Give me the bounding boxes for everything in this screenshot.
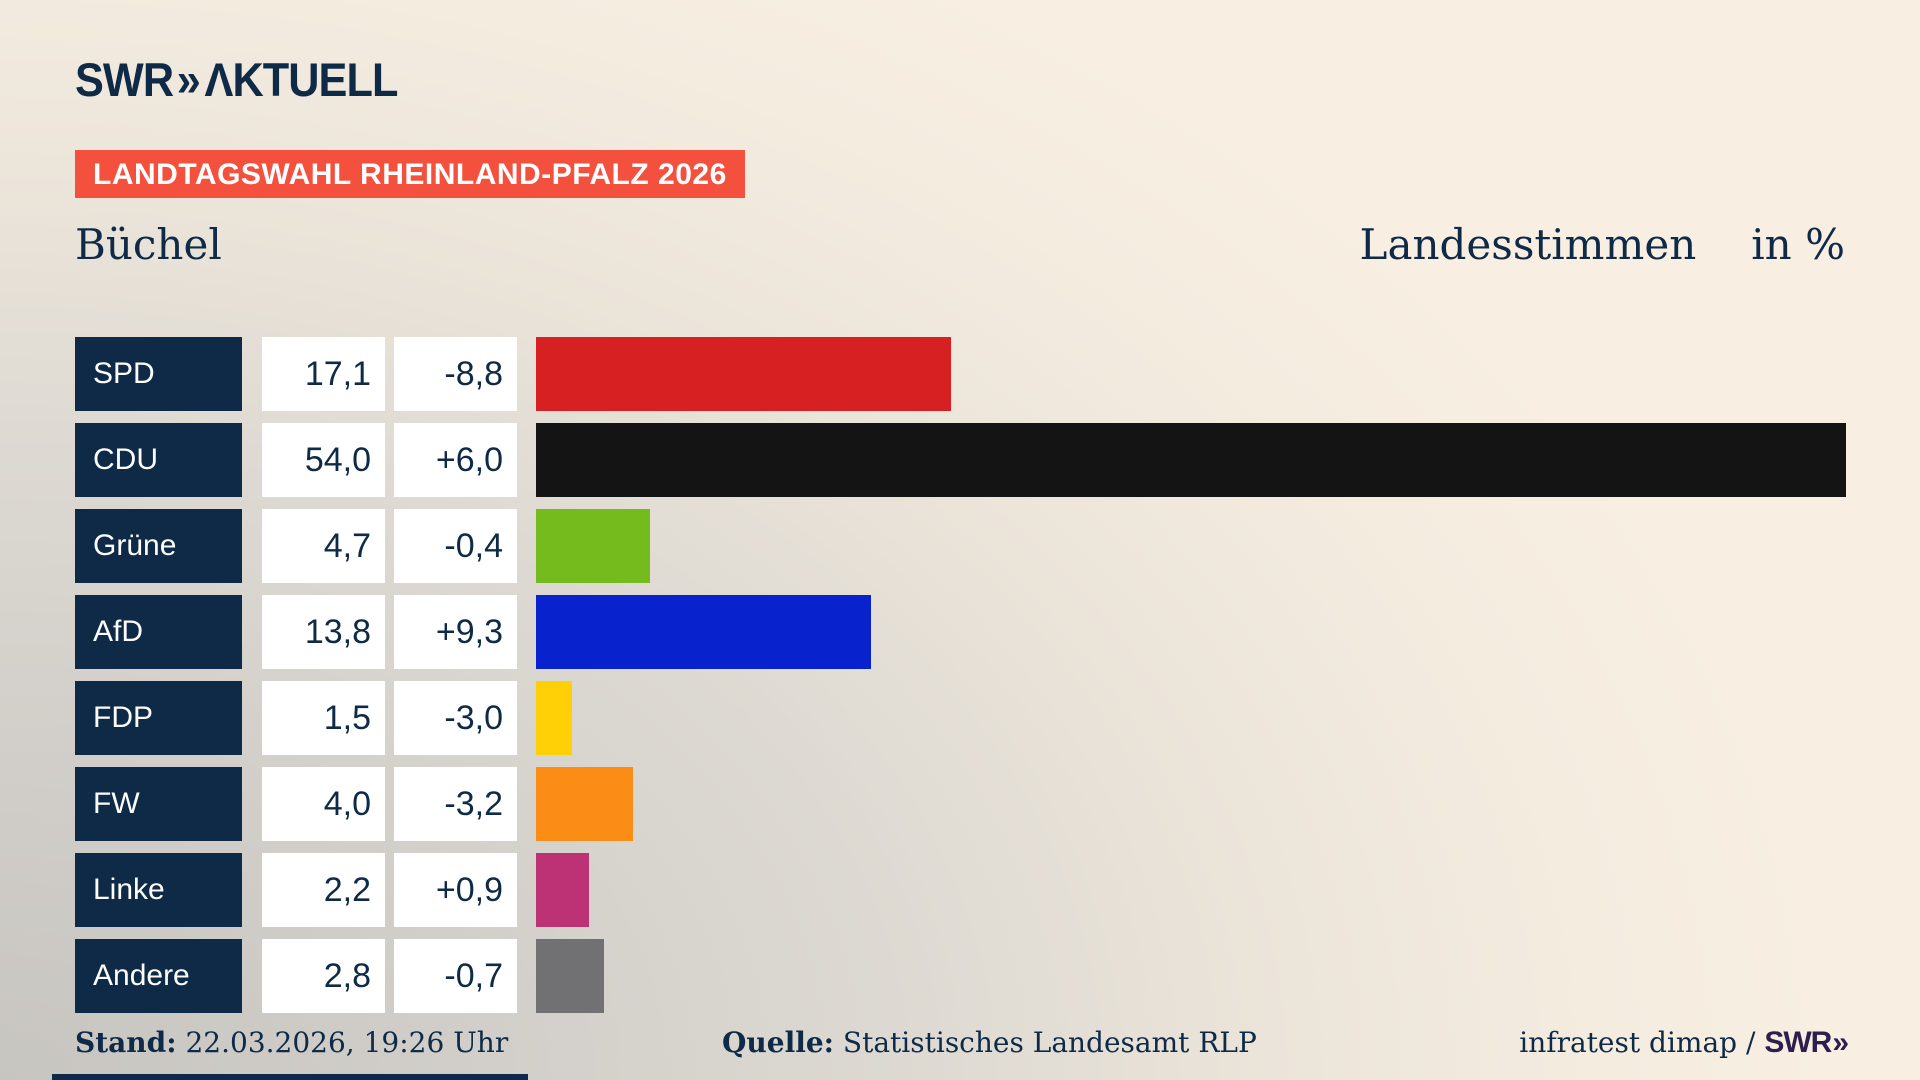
party-percentage: 54,0	[262, 423, 385, 497]
party-percentage: 13,8	[262, 595, 385, 669]
results-table: SPD 17,1 -8,8 CDU 54,0 +6,0 Grüne 4,7 -0…	[75, 337, 1846, 1025]
party-percentage: 17,1	[262, 337, 385, 411]
party-label: Grüne	[75, 509, 242, 583]
unit-label: in %	[1751, 220, 1845, 269]
swr-footer-logo: SWR»	[1764, 1026, 1849, 1059]
swr-footer-logo-chevrons-icon: »	[1832, 1026, 1849, 1059]
party-bar	[536, 939, 604, 1013]
party-bar	[536, 853, 590, 927]
party-row: Grüne 4,7 -0,4	[75, 509, 1846, 583]
bottom-cutoff-bar	[52, 1074, 528, 1080]
party-change: +6,0	[394, 423, 517, 497]
vote-type-label: Landesstimmen	[1359, 220, 1697, 269]
election-banner: LANDTAGSWAHL RHEINLAND-PFALZ 2026	[75, 150, 745, 198]
source-label: Quelle:	[722, 1026, 834, 1059]
party-bar	[536, 509, 650, 583]
municipality-title: Büchel	[75, 220, 222, 269]
swr-logo-text: SWR	[75, 53, 174, 106]
party-label: FDP	[75, 681, 242, 755]
credit: infratest dimap / SWR»	[1519, 1026, 1849, 1060]
source-value: Statistisches Landesamt RLP	[842, 1026, 1257, 1059]
party-row: FDP 1,5 -3,0	[75, 681, 1846, 755]
party-bar	[536, 337, 951, 411]
credit-text: infratest dimap /	[1519, 1026, 1765, 1059]
party-row: Linke 2,2 +0,9	[75, 853, 1846, 927]
party-change: -3,0	[394, 681, 517, 755]
party-change: -8,8	[394, 337, 517, 411]
party-row: Andere 2,8 -0,7	[75, 939, 1846, 1013]
party-label: CDU	[75, 423, 242, 497]
party-percentage: 4,7	[262, 509, 385, 583]
swr-aktuell-logo: SWR» ΛKTUELL	[75, 52, 399, 107]
party-label: Andere	[75, 939, 242, 1013]
party-change: -0,7	[394, 939, 517, 1013]
party-bar	[536, 767, 633, 841]
party-label: SPD	[75, 337, 242, 411]
party-change: +9,3	[394, 595, 517, 669]
source: Quelle: Statistisches Landesamt RLP	[722, 1026, 1257, 1059]
party-row: AfD 13,8 +9,3	[75, 595, 1846, 669]
party-change: +0,9	[394, 853, 517, 927]
timestamp-label: Stand:	[75, 1026, 177, 1059]
party-label: AfD	[75, 595, 242, 669]
party-row: SPD 17,1 -8,8	[75, 337, 1846, 411]
aktuell-logo-text: ΛKTUELL	[204, 53, 399, 106]
party-bar	[536, 681, 573, 755]
party-row: FW 4,0 -3,2	[75, 767, 1846, 841]
party-change: -0,4	[394, 509, 517, 583]
party-percentage: 2,8	[262, 939, 385, 1013]
party-change: -3,2	[394, 767, 517, 841]
swr-logo-chevrons-icon: »	[176, 53, 201, 106]
party-label: Linke	[75, 853, 242, 927]
party-row: CDU 54,0 +6,0	[75, 423, 1846, 497]
party-percentage: 4,0	[262, 767, 385, 841]
timestamp-value: 22.03.2026, 19:26 Uhr	[185, 1026, 509, 1059]
vote-type-title: Landesstimmen in %	[1360, 220, 1845, 269]
party-bar	[536, 595, 871, 669]
party-label: FW	[75, 767, 242, 841]
party-bar	[536, 423, 1846, 497]
swr-footer-logo-text: SWR	[1764, 1026, 1832, 1059]
party-percentage: 1,5	[262, 681, 385, 755]
party-percentage: 2,2	[262, 853, 385, 927]
timestamp: Stand: 22.03.2026, 19:26 Uhr	[75, 1026, 508, 1059]
